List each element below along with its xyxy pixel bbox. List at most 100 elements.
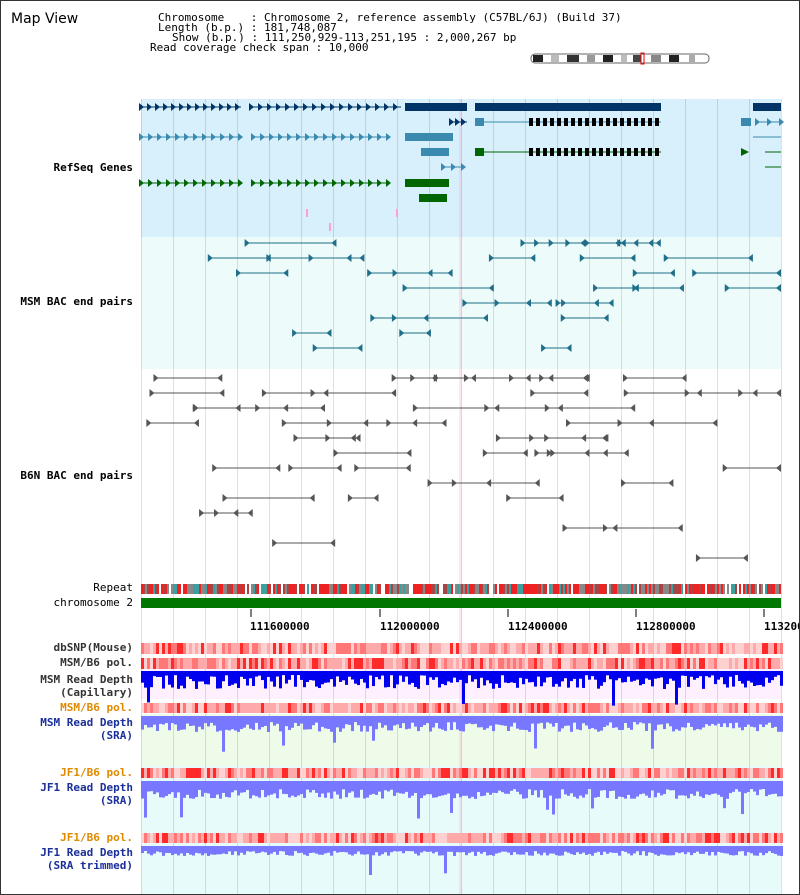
repeat-cell: [437, 584, 439, 594]
depth-bar: [270, 781, 273, 795]
heat-cell: [429, 833, 432, 843]
jf1-depth-sra-label[interactable]: JF1 Read Depth: [40, 781, 133, 794]
depth-bar: [441, 846, 444, 856]
depth-bar: [723, 846, 726, 854]
heat-cell: [549, 658, 552, 669]
heat-cell: [663, 643, 666, 654]
depth-bar: [654, 846, 657, 855]
heat-cell: [549, 643, 552, 654]
depth-bar: [438, 846, 441, 856]
msm-b6-pol2-label[interactable]: MSM/B6 pol.: [60, 701, 133, 714]
msm-depth-cap-label[interactable]: MSM Read Depth: [40, 673, 133, 686]
jf1-depth-trim-label[interactable]: JF1 Read Depth: [40, 846, 133, 859]
depth-bar: [573, 671, 576, 679]
jf1-b6-pol2-label[interactable]: JF1/B6 pol.: [60, 831, 133, 844]
depth-bar: [588, 781, 591, 790]
depth-bar: [276, 671, 279, 677]
heat-cell: [612, 643, 615, 654]
heat-cell: [768, 768, 771, 778]
depth-bar: [264, 671, 267, 689]
depth-bar: [324, 671, 327, 683]
depth-bar: [417, 671, 420, 689]
depth-bar: [312, 781, 315, 791]
depth-bar: [237, 846, 240, 856]
depth-bar: [492, 846, 495, 856]
heat-cell: [627, 643, 630, 654]
heat-cell: [555, 703, 558, 713]
repeat-cell: [255, 584, 257, 594]
heat-cell: [309, 643, 312, 654]
heat-cell: [195, 643, 198, 654]
heat-cell: [258, 768, 261, 778]
repeat-cell: [705, 584, 707, 594]
depth-bar: [228, 716, 231, 731]
depth-bar: [429, 846, 432, 852]
depth-bar: [147, 671, 150, 703]
depth-bar: [696, 781, 699, 792]
heat-cell: [516, 703, 519, 713]
heat-cell: [483, 703, 486, 713]
depth-bar: [360, 671, 363, 679]
depth-bar: [603, 781, 606, 791]
exon-arrow: [461, 163, 466, 171]
heat-cell: [543, 658, 546, 669]
repeat-cell: [447, 584, 449, 594]
heat-cell: [417, 658, 420, 669]
depth-bar: [435, 781, 438, 798]
depth-bar: [351, 716, 354, 732]
depth-bar: [480, 846, 483, 854]
heat-cell: [414, 703, 417, 713]
repeat-cell: [351, 584, 353, 594]
heat-cell: [750, 833, 753, 843]
dbsnp-label[interactable]: dbSNP(Mouse): [53, 641, 133, 654]
exon-block: [557, 148, 561, 156]
heat-cell: [360, 658, 363, 669]
heat-cell: [195, 658, 198, 669]
heat-cell: [414, 643, 417, 654]
heat-cell: [540, 768, 543, 778]
refseq-label[interactable]: RefSeq Genes: [53, 161, 133, 174]
depth-bar: [498, 781, 501, 791]
heat-cell: [141, 703, 144, 713]
repeat-cell: [719, 584, 721, 594]
heat-cell: [282, 658, 285, 669]
heat-cell: [462, 643, 465, 654]
repeat-cell: [607, 584, 609, 594]
heat-cell: [258, 658, 261, 669]
exon-arrow: [269, 133, 274, 141]
heat-cell: [633, 643, 636, 654]
b6n-bac-label[interactable]: B6N BAC end pairs: [20, 469, 133, 482]
heat-cell: [303, 768, 306, 778]
chromosome-ideogram[interactable]: [529, 52, 713, 66]
depth-bar: [531, 781, 534, 796]
bac-end: [621, 479, 627, 487]
heat-cell: [507, 643, 510, 654]
exon-block: [634, 148, 638, 156]
heat-cell: [414, 658, 417, 669]
heat-cell: [561, 658, 564, 669]
heat-cell: [522, 658, 525, 669]
msm-depth-sra-label[interactable]: MSM Read Depth: [40, 716, 133, 729]
heat-cell: [300, 643, 303, 654]
heat-cell: [174, 658, 177, 669]
heat-cell: [780, 768, 783, 778]
depth-bar: [303, 846, 306, 855]
heat-cell: [573, 658, 576, 669]
depth-bar: [471, 846, 474, 852]
depth-bar: [255, 781, 258, 797]
depth-bar: [285, 671, 288, 684]
depth-bar: [768, 716, 771, 723]
depth-bar: [771, 716, 774, 728]
jf1-b6-pol-label[interactable]: JF1/B6 pol.: [60, 766, 133, 779]
depth-bar: [444, 671, 447, 686]
depth-bar: [474, 671, 477, 680]
heat-cell: [324, 833, 327, 843]
msm-bac-label[interactable]: MSM BAC end pairs: [20, 295, 133, 308]
heat-cell: [162, 703, 165, 713]
depth-bar: [723, 671, 726, 685]
heat-cell: [531, 658, 534, 669]
heat-cell: [594, 703, 597, 713]
msm-b6-pol-label[interactable]: MSM/B6 pol.: [60, 656, 133, 669]
exon-arrow: [441, 163, 446, 171]
